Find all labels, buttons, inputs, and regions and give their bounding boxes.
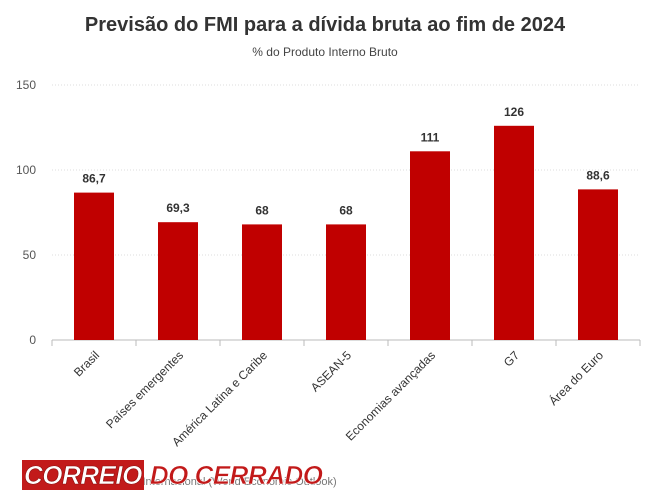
data-label: 86,7 xyxy=(82,172,106,186)
y-tick-label: 0 xyxy=(29,333,36,347)
chart-title: Previsão do FMI para a dívida bruta ao f… xyxy=(84,14,566,36)
bar xyxy=(242,224,282,340)
logo-word-do-cerrado: DO CERRADO xyxy=(149,460,324,491)
category-label: Área do Euro xyxy=(546,347,607,408)
bar xyxy=(494,125,534,340)
category-label: ASEAN-5 xyxy=(308,348,354,394)
correio-do-cerrado-logo: CORREIO DO CERRADO xyxy=(22,460,323,490)
data-label: 68 xyxy=(255,203,269,217)
bar xyxy=(158,222,198,340)
y-tick-label: 150 xyxy=(16,78,36,92)
data-label: 68 xyxy=(339,203,353,217)
category-label: Brasil xyxy=(71,348,102,379)
category-label: Economias avançadas xyxy=(343,348,438,443)
data-label: 111 xyxy=(421,130,440,144)
chart-subtitle: % do Produto Interno Bruto xyxy=(252,45,398,59)
y-tick-label: 50 xyxy=(23,248,37,262)
logo-word-correio: CORREIO xyxy=(22,460,144,490)
data-label: 69,3 xyxy=(166,201,190,215)
category-label: Países emergentes xyxy=(103,348,186,431)
category-label: América Latina e Caribe xyxy=(169,348,270,449)
y-tick-label: 100 xyxy=(16,163,36,177)
data-label: 88,6 xyxy=(586,168,610,182)
bar xyxy=(326,224,366,340)
bar xyxy=(578,189,618,340)
bar xyxy=(410,151,450,340)
bar xyxy=(74,192,114,340)
category-label: G7 xyxy=(501,348,522,369)
data-label: 126 xyxy=(504,105,524,119)
